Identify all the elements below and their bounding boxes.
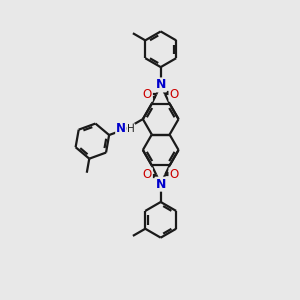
Text: N: N [116, 122, 126, 135]
Text: O: O [143, 88, 152, 101]
Text: O: O [143, 168, 152, 181]
Text: N: N [155, 78, 166, 92]
Text: O: O [169, 88, 179, 101]
Text: N: N [155, 178, 166, 191]
Text: O: O [169, 168, 179, 181]
Text: H: H [127, 124, 135, 134]
